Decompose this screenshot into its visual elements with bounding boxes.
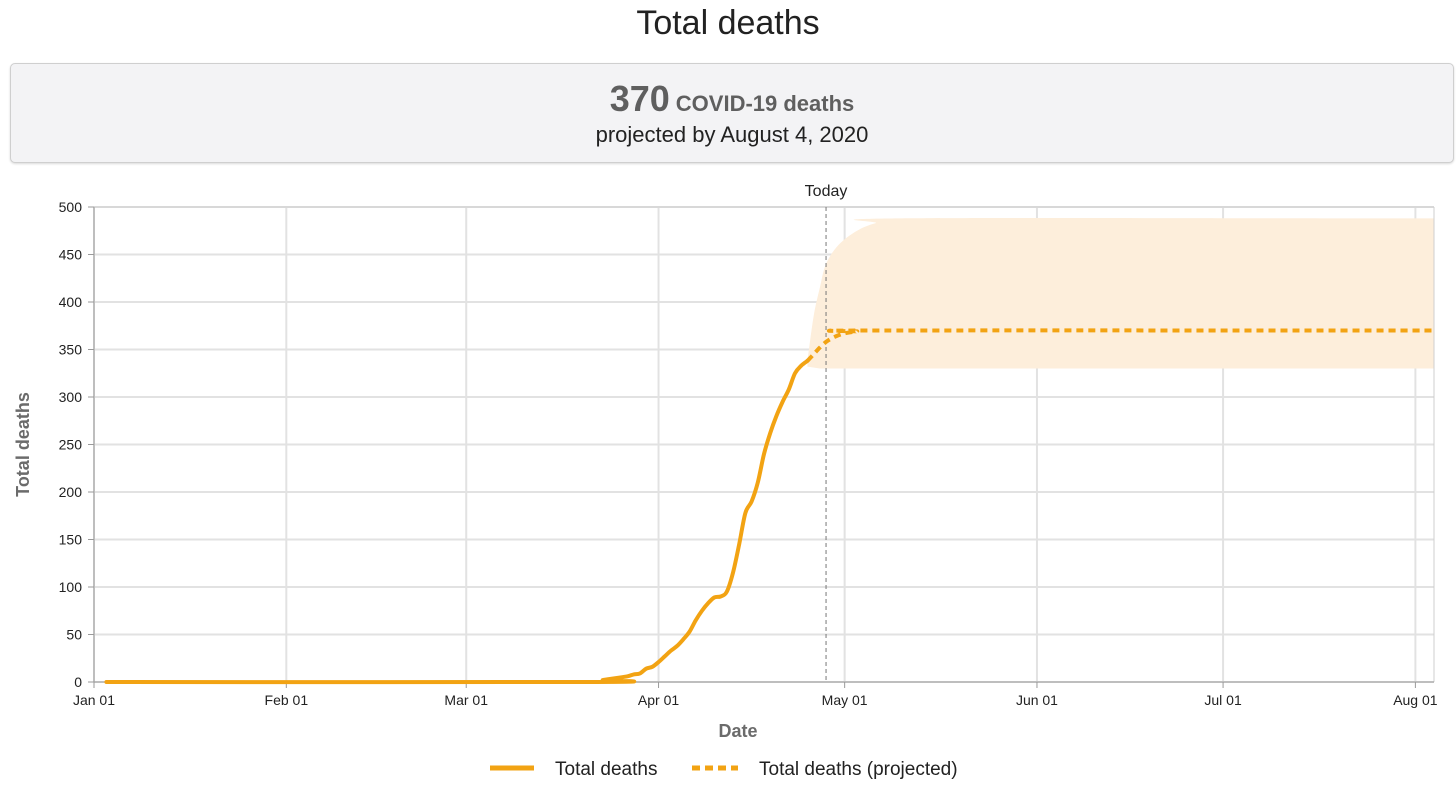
summary-subtitle: projected by August 4, 2020 bbox=[595, 122, 869, 147]
y-tick-label: 50 bbox=[66, 627, 82, 643]
page-title: Total deaths bbox=[636, 4, 820, 42]
x-tick-label: Jan 01 bbox=[73, 692, 115, 708]
x-tick-label: Jun 01 bbox=[1016, 692, 1058, 708]
legend: Total deaths Total deaths (projected) bbox=[490, 759, 958, 780]
x-tick-label: Mar 01 bbox=[444, 692, 488, 708]
y-tick-label: 400 bbox=[59, 294, 83, 310]
y-tick-label: 450 bbox=[59, 247, 83, 263]
y-axis-title: Total deaths bbox=[13, 392, 33, 497]
series-line-total-deaths-projected bbox=[805, 328, 1435, 363]
today-label: Today bbox=[805, 183, 848, 200]
axes: 0 50 100 150 200 250 300 350 400 450 500 Jan 01 Feb … bbox=[59, 199, 1438, 708]
summary-headline: 370 COVID-19 deaths bbox=[11, 78, 1453, 120]
x-tick-label: Jul 01 bbox=[1204, 692, 1242, 708]
x-tick-label: Aug 01 bbox=[1393, 692, 1438, 708]
series-line-total-deaths bbox=[104, 358, 810, 685]
legend-label-total-deaths-projected: Total deaths (projected) bbox=[759, 759, 958, 780]
summary-card: 370 COVID-19 deaths projected by August 4… bbox=[10, 63, 1454, 163]
x-tick-label: Feb 01 bbox=[265, 692, 309, 708]
y-tick-label: 200 bbox=[59, 484, 83, 500]
y-tick-label: 100 bbox=[59, 579, 83, 595]
summary-value: 370 bbox=[609, 78, 670, 119]
y-tick-label: 350 bbox=[59, 342, 83, 358]
y-tick-label: 150 bbox=[59, 532, 83, 548]
y-tick-label: 0 bbox=[74, 674, 82, 690]
legend-label-total-deaths: Total deaths bbox=[555, 759, 657, 780]
y-tick-label: 250 bbox=[59, 437, 83, 453]
y-tick-label: 500 bbox=[59, 199, 83, 215]
x-tick-label: May 01 bbox=[822, 692, 868, 708]
x-tick-label: Apr 01 bbox=[638, 692, 679, 708]
summary-unit: COVID-19 deaths bbox=[675, 91, 855, 116]
projection-uncertainty-band bbox=[807, 218, 1434, 369]
x-axis-title: Date bbox=[718, 721, 757, 741]
y-tick-label: 300 bbox=[59, 389, 83, 405]
